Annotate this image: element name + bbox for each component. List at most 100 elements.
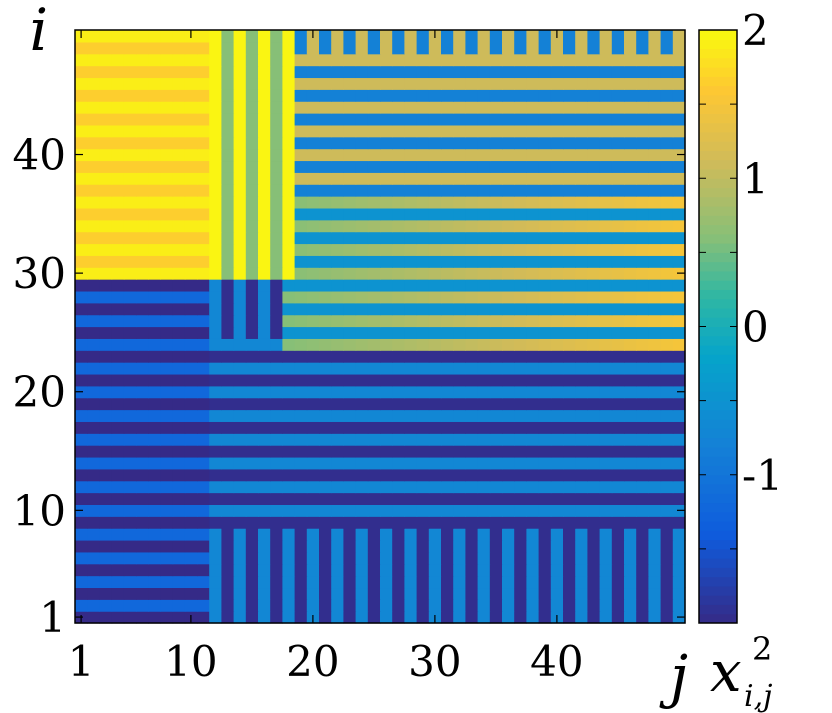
- heatmap-cell: [258, 279, 271, 292]
- heatmap-cell: [550, 160, 564, 173]
- heatmap-cell: [245, 314, 259, 328]
- heatmap-cell: [465, 124, 479, 138]
- heatmap-cell: [270, 385, 283, 399]
- heatmap-cell: [636, 326, 649, 339]
- heatmap-cell: [575, 480, 588, 494]
- heatmap-cell: [502, 124, 515, 138]
- heatmap-cell: [380, 362, 393, 375]
- heatmap-cell: [123, 362, 137, 375]
- heatmap-cell: [648, 373, 662, 387]
- heatmap-cell: [111, 184, 125, 197]
- heatmap-cell: [367, 326, 381, 339]
- heatmap-cell: [453, 101, 466, 114]
- colorbar-band: [699, 85, 737, 96]
- heatmap-cell: [416, 611, 430, 624]
- heatmap-cell: [526, 255, 540, 268]
- heatmap-cell: [160, 196, 174, 209]
- heatmap-cell: [672, 539, 686, 553]
- heatmap-cell: [355, 468, 369, 482]
- heatmap-cell: [648, 421, 662, 434]
- heatmap-cell: [538, 65, 552, 79]
- heatmap-cell: [306, 539, 320, 553]
- heatmap-cell: [587, 516, 601, 529]
- heatmap-cell: [489, 373, 503, 387]
- heatmap-cell: [624, 77, 637, 90]
- heatmap-cell: [514, 539, 527, 553]
- heatmap-cell: [209, 433, 222, 446]
- heatmap-cell: [624, 456, 637, 470]
- heatmap-cell: [550, 539, 564, 553]
- heatmap-cell: [75, 373, 88, 387]
- heatmap-cell: [526, 267, 540, 280]
- heatmap-cell: [197, 599, 210, 612]
- heatmap-cell: [404, 77, 418, 90]
- heatmap-cell: [294, 516, 308, 529]
- heatmap-cell: [148, 255, 161, 268]
- heatmap-cell: [136, 172, 149, 185]
- heatmap-cell: [502, 196, 515, 209]
- heatmap-cell: [416, 196, 430, 209]
- heatmap-cell: [611, 587, 625, 600]
- colorbar-band: [699, 261, 737, 272]
- heatmap-cell: [392, 290, 405, 304]
- heatmap-cell: [221, 136, 235, 150]
- heatmap-cell: [111, 279, 125, 292]
- heatmap-cell: [87, 196, 100, 209]
- heatmap-cell: [148, 575, 161, 589]
- heatmap-cell: [331, 30, 344, 43]
- heatmap-cell: [538, 587, 552, 600]
- heatmap-cell: [660, 77, 674, 90]
- heatmap-cell: [75, 539, 88, 553]
- heatmap-cell: [428, 207, 442, 221]
- heatmap-cell: [233, 279, 247, 292]
- heatmap-cell: [111, 77, 125, 90]
- heatmap-cell: [599, 113, 613, 126]
- heatmap-cell: [538, 421, 552, 434]
- heatmap-cell: [294, 362, 308, 375]
- heatmap-cell: [87, 516, 100, 529]
- heatmap-cell: [441, 373, 454, 387]
- heatmap-cell: [526, 480, 540, 494]
- heatmap-cell: [197, 539, 210, 553]
- heatmap-cell: [221, 196, 235, 209]
- heatmap-cell: [428, 243, 442, 256]
- colorbar-band: [699, 252, 737, 263]
- heatmap-cell: [367, 255, 381, 268]
- heatmap-cell: [197, 231, 210, 245]
- heatmap-cell: [258, 207, 271, 221]
- heatmap-cell: [624, 302, 637, 316]
- heatmap-cell: [465, 255, 479, 268]
- heatmap-cell: [197, 338, 210, 351]
- heatmap-cell: [221, 456, 235, 470]
- heatmap-cell: [404, 563, 418, 577]
- heatmap-cell: [75, 302, 88, 316]
- heatmap-cell: [258, 468, 271, 482]
- heatmap-cell: [209, 184, 222, 197]
- heatmap-cell: [465, 279, 479, 292]
- heatmap-cell: [270, 77, 283, 90]
- heatmap-cell: [538, 516, 552, 529]
- heatmap-cell: [294, 219, 308, 233]
- heatmap-cell: [575, 53, 588, 67]
- heatmap-cell: [599, 172, 613, 185]
- heatmap-cell: [575, 539, 588, 553]
- heatmap-cell: [416, 409, 430, 422]
- heatmap-cell: [245, 148, 259, 162]
- heatmap-cell: [404, 528, 418, 541]
- heatmap-cell: [416, 184, 430, 197]
- heatmap-cell: [416, 587, 430, 600]
- heatmap-cell: [87, 41, 100, 55]
- heatmap-cell: [355, 314, 369, 328]
- heatmap-cell: [75, 101, 88, 114]
- heatmap-cell: [502, 480, 515, 494]
- heatmap-cell: [550, 219, 564, 233]
- heatmap-cell: [245, 136, 259, 150]
- heatmap-cell: [404, 41, 418, 55]
- heatmap-cell: [172, 421, 186, 434]
- heatmap-cell: [184, 575, 198, 589]
- heatmap-cell: [514, 326, 527, 339]
- heatmap-cell: [624, 433, 637, 446]
- heatmap-cell: [477, 456, 491, 470]
- heatmap-cell: [587, 290, 601, 304]
- heatmap-cell: [441, 456, 454, 470]
